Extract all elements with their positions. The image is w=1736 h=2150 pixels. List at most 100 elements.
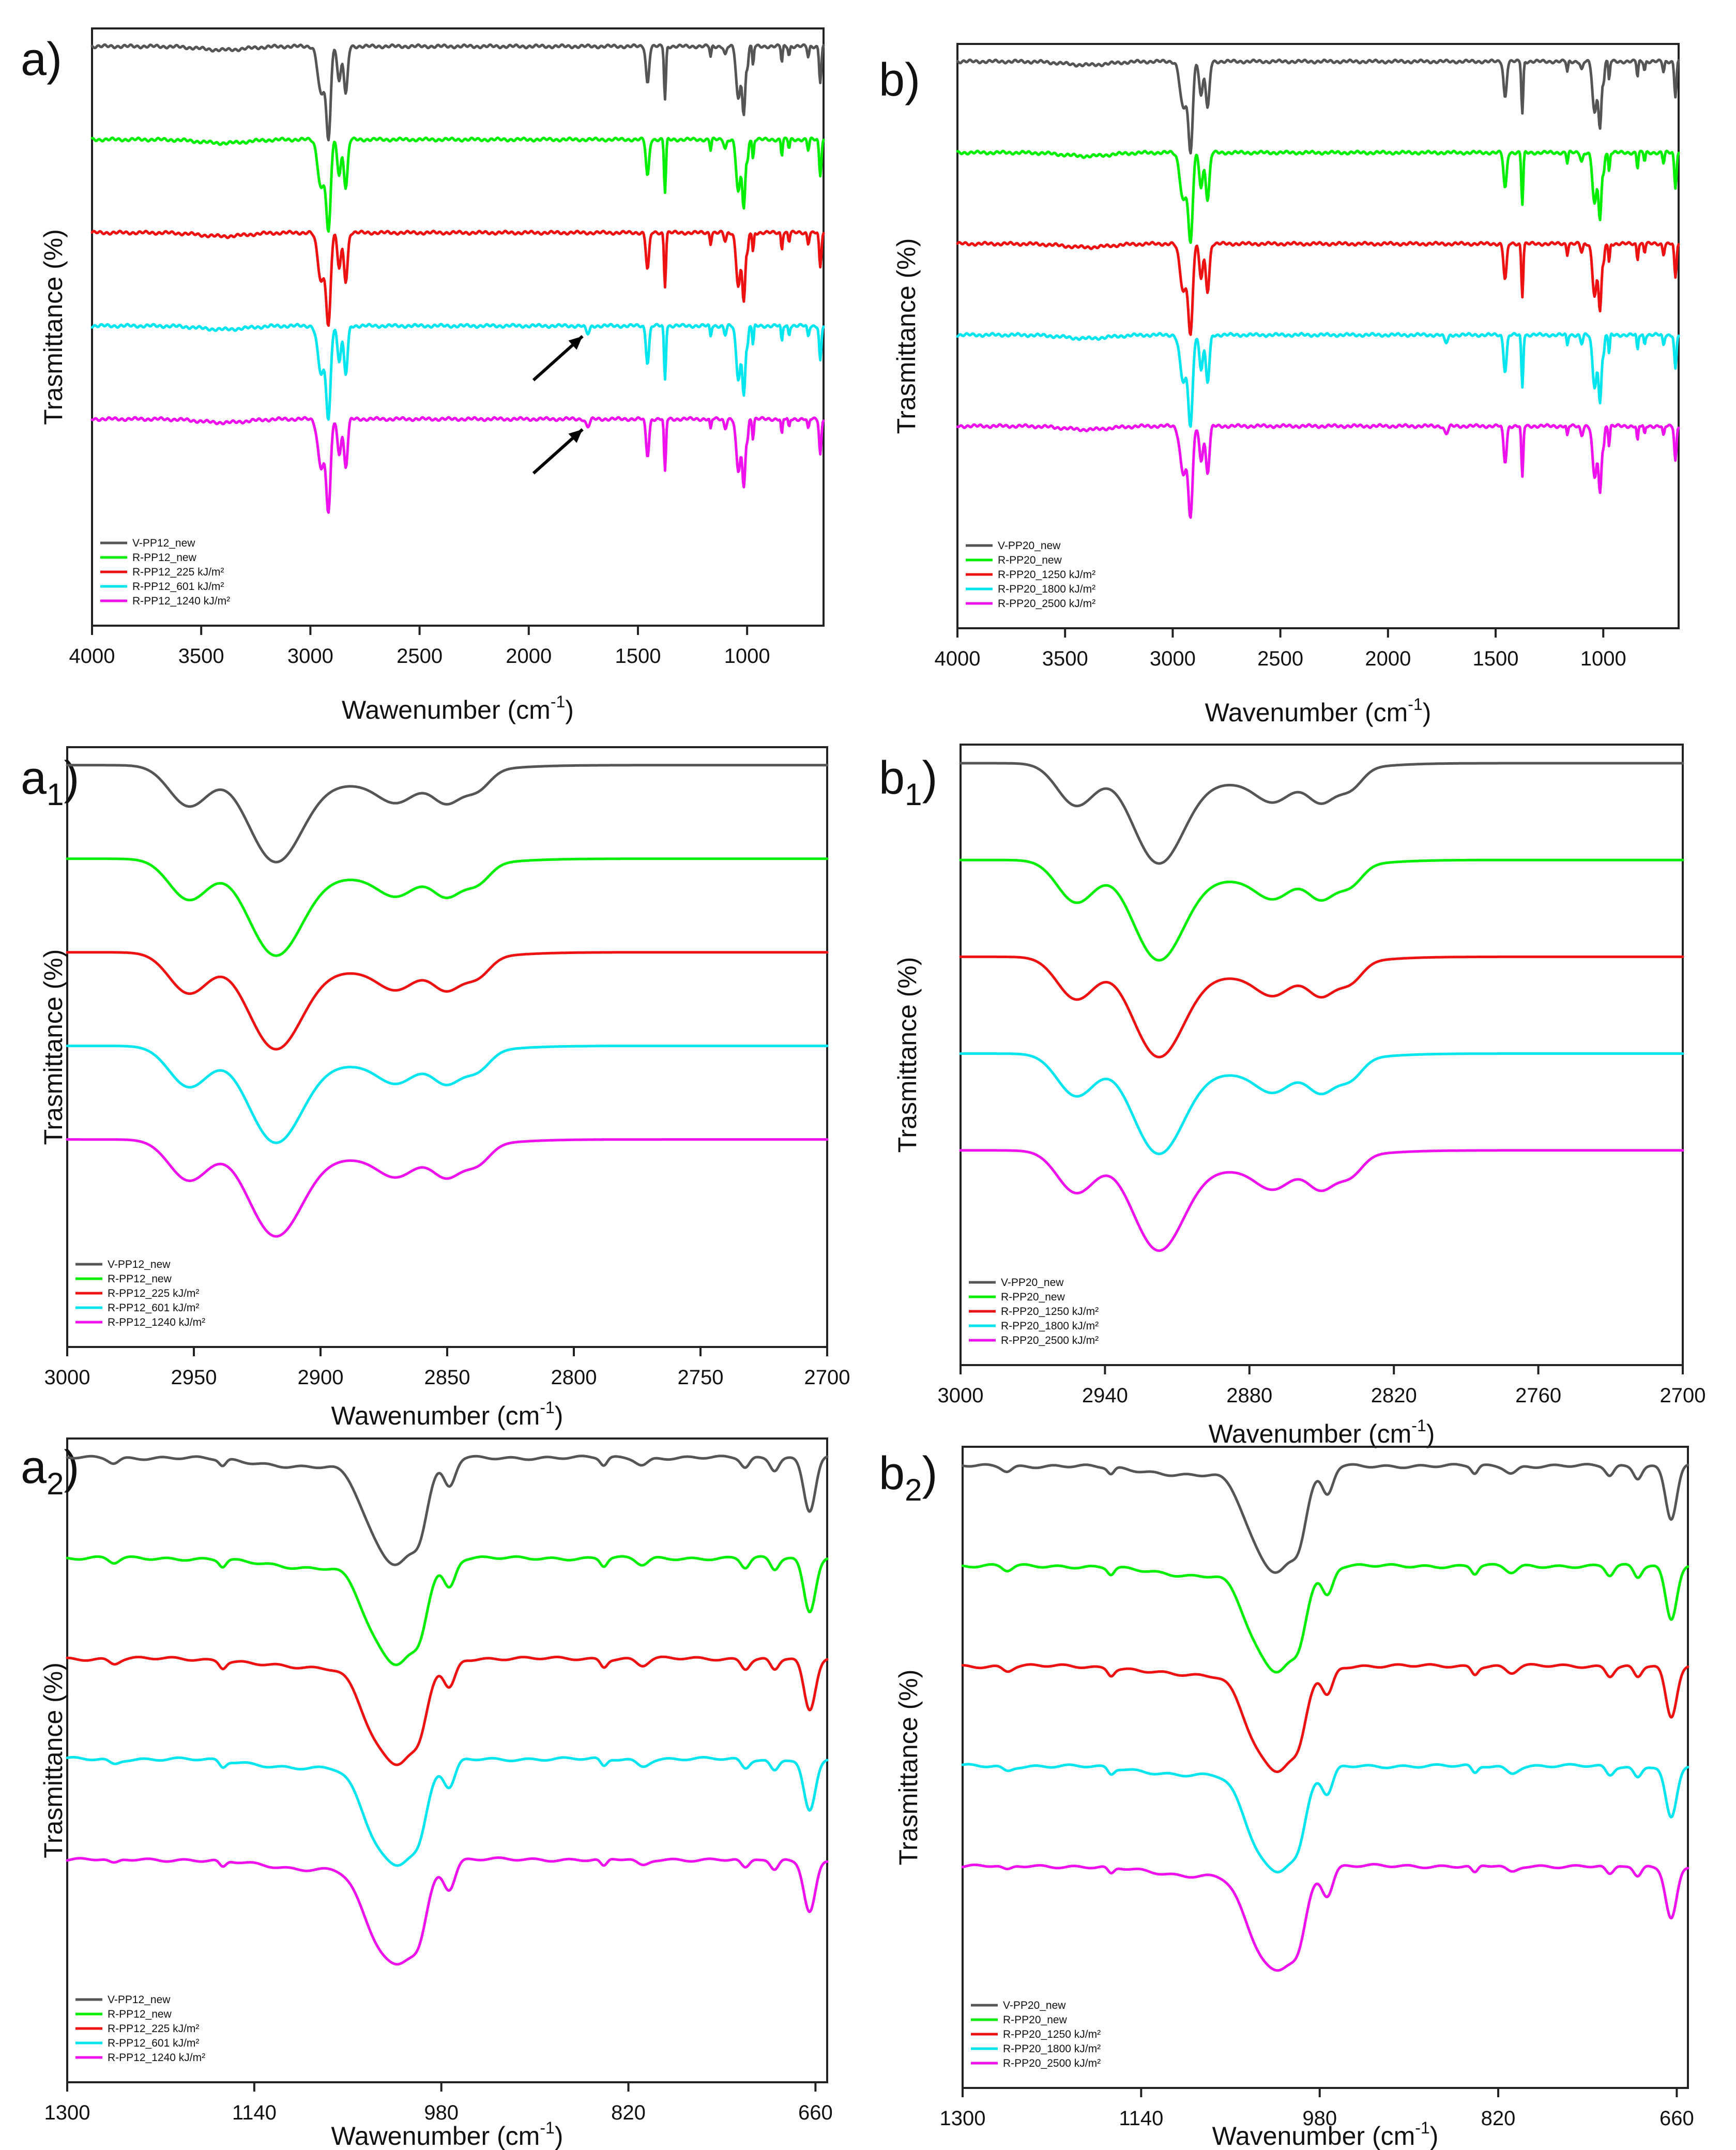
series-line: [956, 58, 1680, 155]
legend-label: R-PP20_new: [1001, 1291, 1065, 1303]
series-line: [90, 416, 825, 514]
legend-label: R-PP12_225 kJ/m²: [108, 1288, 199, 1299]
x-tick-label: 2900: [298, 1366, 344, 1389]
series-line: [66, 1138, 829, 1238]
x-tick-label: 2700: [1660, 1384, 1706, 1407]
series-line: [66, 1555, 829, 1667]
legend-label: R-PP12_new: [108, 2008, 172, 2020]
legend-label: R-PP12_601 kJ/m²: [132, 581, 224, 593]
y-axis-label: Trasmittance (%): [893, 957, 922, 1153]
legend-label: R-PP12_1240 kJ/m²: [132, 595, 230, 607]
x-tick-label: 3000: [287, 645, 333, 668]
series-line: [66, 951, 829, 1051]
legend-label: R-PP12_225 kJ/m²: [108, 2023, 199, 2035]
legend-label: R-PP20_1250 kJ/m²: [1003, 2028, 1101, 2040]
series-line: [959, 955, 1684, 1058]
panel-label: a): [21, 34, 62, 85]
series-line: [90, 43, 825, 142]
series-line: [90, 136, 825, 233]
legend-label: R-PP12_new: [108, 1273, 172, 1285]
legend-label: V-PP20_new: [1001, 1277, 1064, 1289]
series-line: [961, 1663, 1689, 1774]
series-line: [961, 1563, 1689, 1674]
x-tick-label: 2500: [1257, 647, 1303, 670]
x-tick-label: 820: [1481, 2107, 1516, 2130]
panel-1: b) 4000 3500 3000 2500 2000 1500 1000 Wavenumber…: [879, 43, 1680, 727]
x-axis-label: Wavenumber (cm-1): [1205, 695, 1432, 727]
panel-label: a1): [21, 752, 79, 812]
y-axis-label: Trasmittance (%): [894, 1670, 923, 1866]
x-tick-label: 2760: [1515, 1384, 1561, 1407]
series-line: [956, 240, 1680, 336]
y-axis-label: Trasmittance (%): [892, 238, 921, 434]
legend-label: R-PP20_1800 kJ/m²: [1003, 2043, 1101, 2055]
x-tick-label: 1140: [1119, 2107, 1163, 2130]
series-line: [90, 230, 825, 327]
series-line: [961, 1863, 1689, 1972]
x-tick-label: 3000: [938, 1384, 984, 1407]
legend-label: R-PP12_1240 kJ/m²: [108, 1316, 205, 1328]
panel-label: b): [879, 54, 920, 106]
legend-label: V-PP20_new: [998, 540, 1061, 552]
panel-label: a2): [21, 1442, 79, 1501]
panel-label: b2): [879, 1448, 937, 1507]
arrow-head: [568, 336, 583, 350]
legend-label: R-PP20_1250 kJ/m²: [998, 569, 1095, 581]
x-tick-label: 4000: [69, 645, 115, 668]
legend-label: R-PP20_2500 kJ/m²: [1001, 1335, 1099, 1346]
x-tick-label: 2880: [1226, 1384, 1272, 1407]
x-tick-label: 3500: [178, 645, 224, 668]
x-tick-label: 2500: [397, 645, 443, 668]
series-line: [66, 857, 829, 957]
legend-label: R-PP20_1800 kJ/m²: [998, 583, 1095, 595]
series-line: [66, 1044, 829, 1144]
panel-0: a) 4000 3500 3000 2500 2000 1500 1000 Wawenumber…: [21, 27, 825, 724]
series-line: [956, 423, 1680, 519]
legend-label: R-PP20_new: [998, 554, 1062, 566]
x-axis-label: Wawenumber (cm-1): [331, 1398, 564, 1430]
series-line: [66, 1755, 829, 1867]
series-line: [66, 1455, 829, 1566]
legend-label: R-PP20_1250 kJ/m²: [1001, 1306, 1099, 1318]
legend-label: R-PP12_601 kJ/m²: [108, 1302, 199, 1314]
series-line: [66, 1655, 829, 1766]
x-tick-label: 4000: [935, 647, 981, 670]
legend-label: R-PP12_601 kJ/m²: [108, 2037, 199, 2049]
series-line: [90, 323, 825, 421]
x-tick-label: 980: [424, 2101, 459, 2124]
series-line: [66, 1856, 829, 1966]
panel-4: a2) 1300 1140 980 820 660 Wawenumber (cm-1) Tra…: [21, 1437, 833, 2150]
x-axis-label: Wawenumber (cm-1): [331, 2118, 564, 2150]
y-axis-label: Trasmittance (%): [39, 229, 68, 425]
series-line: [959, 762, 1684, 865]
x-tick-label: 3000: [44, 1366, 90, 1389]
panel-3: b1) 3000 2940 2880 2820 2760 2700 Wavenumber (c…: [879, 744, 1706, 1448]
legend-label: V-PP12_new: [108, 1259, 171, 1270]
x-tick-label: 660: [798, 2101, 833, 2124]
x-tick-label: 2000: [1365, 647, 1411, 670]
x-tick-label: 1500: [1473, 647, 1519, 670]
x-tick-label: 1000: [724, 645, 770, 668]
x-tick-label: 2850: [424, 1366, 470, 1389]
x-tick-label: 2750: [678, 1366, 724, 1389]
y-axis-label: Trasmittance (%): [39, 949, 68, 1145]
series-line: [959, 1149, 1684, 1252]
series-line: [959, 858, 1684, 962]
x-axis-label: Wavenumber (cm-1): [1209, 1416, 1435, 1448]
x-tick-label: 3500: [1042, 647, 1088, 670]
series-line: [961, 1463, 1689, 1574]
x-tick-label: 660: [1659, 2107, 1694, 2130]
arrow-head: [568, 429, 583, 443]
x-tick-label: 2940: [1082, 1384, 1128, 1407]
x-tick-label: 2700: [804, 1366, 850, 1389]
legend-label: V-PP12_new: [108, 1994, 171, 2006]
x-tick-label: 1500: [615, 645, 661, 668]
series-line: [959, 1052, 1684, 1155]
x-tick-label: 3000: [1150, 647, 1196, 670]
x-tick-label: 1300: [44, 2101, 90, 2124]
panel-2: a1) 3000 2950 2900 2850 2800 2750 2700 Wawenumbe…: [21, 746, 850, 1430]
legend-label: R-PP20_1800 kJ/m²: [1001, 1320, 1099, 1332]
panel-label: b1): [879, 752, 937, 812]
series-line: [66, 764, 829, 864]
